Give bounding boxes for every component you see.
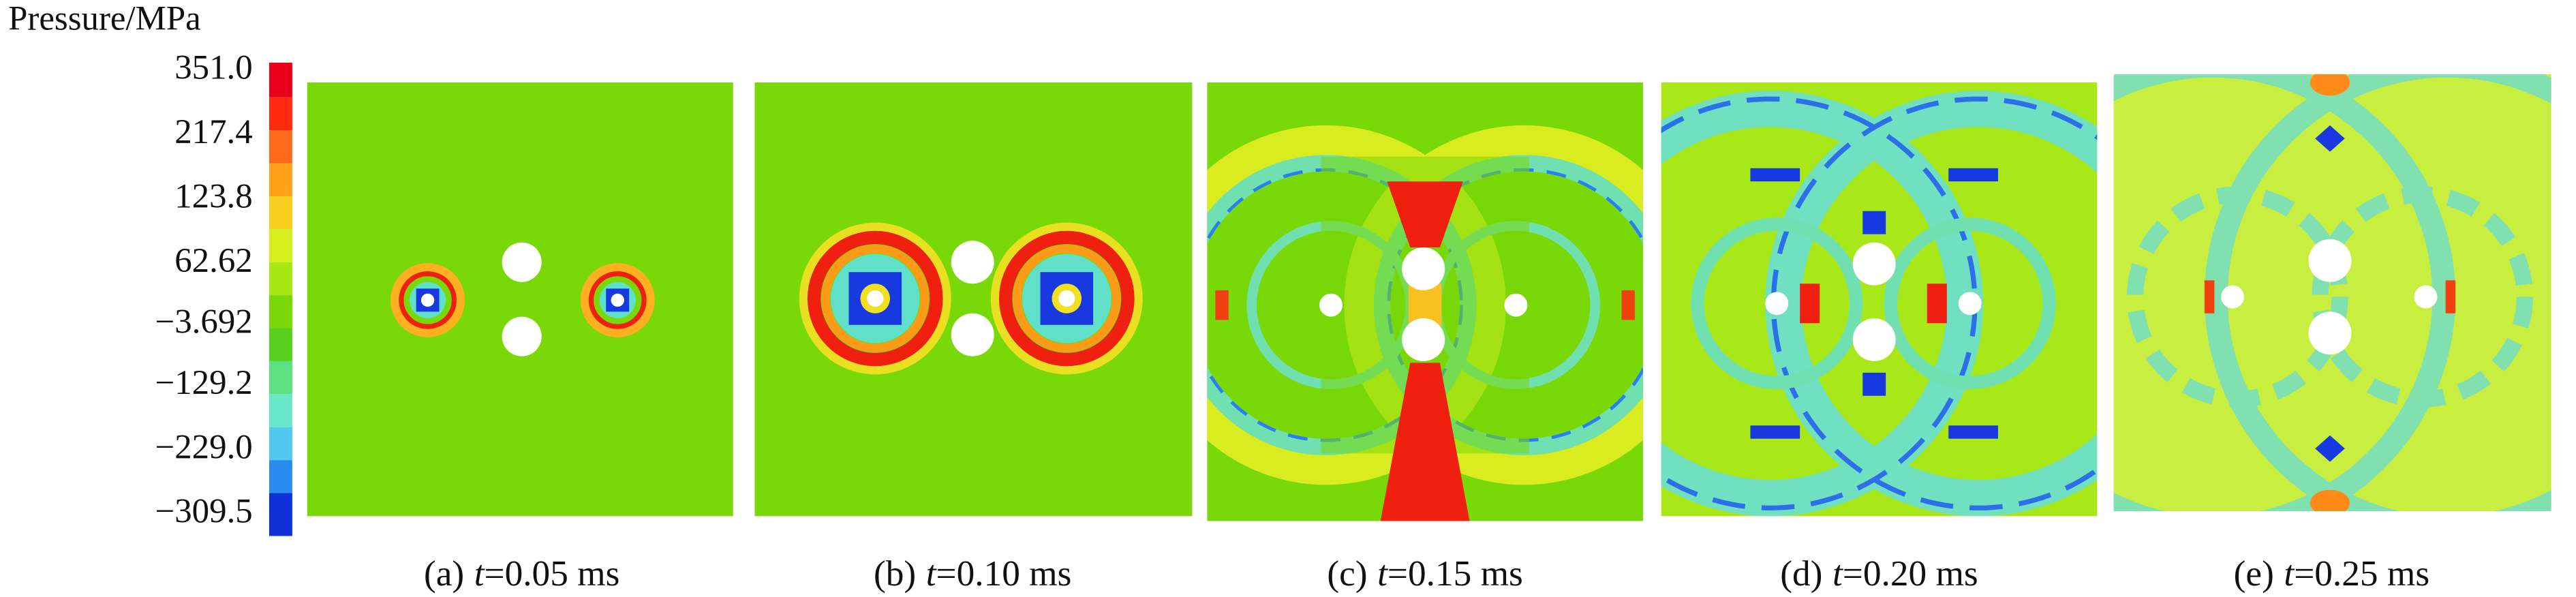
caption: (b) t=0.10 ms: [874, 553, 1071, 594]
colorbar: [269, 62, 292, 536]
panel-b: [754, 82, 1193, 517]
colorbar-label: 123.8: [174, 177, 252, 215]
panel-a: [307, 82, 733, 517]
colorbar-label: 351.0: [174, 48, 252, 87]
caption-label: (c): [1327, 553, 1367, 594]
caption-label: (e): [2234, 553, 2274, 594]
panel-d: [1661, 82, 2098, 517]
caption-variable: t: [1377, 553, 1388, 594]
colorbar-label: −3.692: [155, 302, 253, 340]
panel-c: [1207, 82, 1643, 521]
caption-variable: t: [1833, 553, 1843, 594]
caption-value: =0.15 ms: [1387, 553, 1523, 594]
colorbar-label: −129.2: [155, 363, 253, 401]
colorbar-label: −229.0: [155, 427, 253, 465]
caption: (e) t=0.25 ms: [2234, 553, 2429, 594]
panel-e: [2113, 74, 2551, 512]
colorbar-label: 217.4: [174, 112, 252, 151]
caption-value: =0.05 ms: [485, 553, 620, 594]
caption-variable: t: [926, 553, 937, 594]
colorbar-title: Pressure/MPa: [8, 0, 201, 37]
colorbar-label: −309.5: [155, 492, 253, 530]
caption-label: (a): [424, 553, 464, 594]
caption: (a) t=0.05 ms: [424, 553, 619, 594]
caption: (d) t=0.20 ms: [1780, 553, 1978, 594]
caption-value: =0.20 ms: [1843, 553, 1978, 594]
caption: (c) t=0.15 ms: [1327, 553, 1522, 594]
colorbar-label: 62.62: [174, 241, 252, 279]
caption-label: (b): [874, 553, 916, 594]
caption-variable: t: [474, 553, 485, 594]
caption-variable: t: [2284, 553, 2295, 594]
caption-label: (d): [1780, 553, 1822, 594]
caption-value: =0.10 ms: [936, 553, 1072, 594]
caption-value: =0.25 ms: [2294, 553, 2429, 594]
